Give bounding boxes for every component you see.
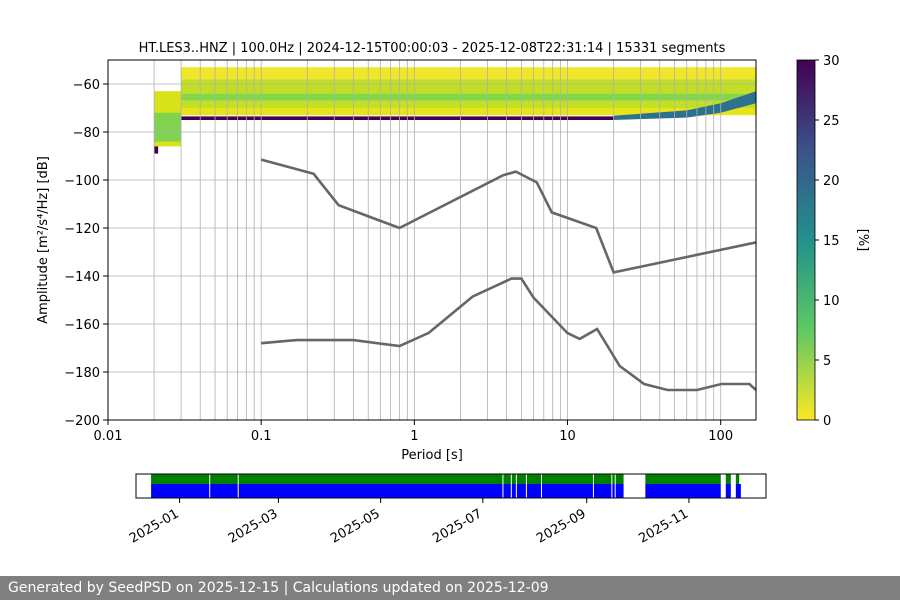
y-tick-label: −100 — [64, 174, 100, 189]
psd-heatmap — [154, 67, 757, 154]
x-axis: 0.01 0.1 1 10 100 — [94, 420, 733, 444]
y-axis-label: Amplitude [m²/s⁴/Hz] [dB] — [36, 156, 51, 324]
y-axis: −200 −180 −160 −140 −120 −100 −80 −60 — [64, 78, 108, 429]
plot-frame — [107, 59, 757, 421]
availability-green-segment — [645, 474, 721, 484]
x-tick-label: 0.1 — [251, 429, 272, 444]
availability-green-segment — [735, 474, 740, 484]
x-axis-label: Period [s] — [401, 448, 463, 463]
availability-green-segment — [151, 474, 624, 484]
noise-models — [260, 158, 756, 392]
availability-tick-label: 2025-09 — [534, 506, 589, 546]
psd-band-3 — [181, 100, 757, 108]
y-tick-label: −60 — [73, 78, 100, 93]
grid — [107, 60, 756, 421]
availability-tick-label: 2025-03 — [226, 506, 281, 546]
availability-blue-segment — [725, 484, 731, 498]
availability-blue-segment — [151, 484, 624, 498]
availability-x-axis: 2025-01 2025-03 2025-05 2025-07 2025-09 2025-… — [127, 498, 691, 547]
y-tick-label: −80 — [73, 126, 100, 141]
colorbar-label: [%] — [855, 229, 870, 252]
psd-low-edge — [154, 146, 159, 154]
psd-band-1 — [181, 79, 757, 94]
colorbar-tick-label: 30 — [823, 54, 840, 69]
y-tick-label: −180 — [64, 366, 100, 381]
colorbar-ticks: 0 5 10 15 20 25 30 — [815, 54, 840, 429]
availability-frame — [135, 473, 767, 499]
noise-model-low — [261, 277, 756, 392]
availability-tick-label: 2025-07 — [430, 506, 485, 546]
colorbar — [796, 59, 816, 421]
psd-band-4 — [181, 108, 757, 116]
availability-blue-segment — [645, 484, 721, 498]
colorbar-tick-label: 10 — [823, 294, 840, 309]
availability-green-segment — [725, 474, 731, 484]
x-tick-label: 100 — [708, 429, 733, 444]
x-tick-label: 1 — [410, 429, 418, 444]
x-tick-label: 0.01 — [94, 429, 123, 444]
colorbar-tick-label: 20 — [823, 174, 840, 189]
psd-band-0 — [181, 67, 757, 80]
availability-strip — [151, 474, 741, 498]
y-tick-label: −120 — [64, 222, 100, 237]
colorbar-tick-label: 25 — [823, 114, 840, 129]
y-tick-label: −140 — [64, 270, 100, 285]
psd-band-low-period-core — [154, 112, 182, 142]
psd-floor-line — [181, 116, 614, 120]
availability-tick-label: 2025-05 — [328, 506, 383, 546]
noise-model-high — [260, 158, 756, 274]
availability-tick-label: 2025-11 — [636, 506, 691, 546]
chart-title: HT.LES3..HNZ | 100.0Hz | 2024-12-15T00:0… — [139, 41, 726, 56]
y-tick-label: −160 — [64, 318, 100, 333]
x-tick-label: 10 — [559, 429, 576, 444]
availability-tick-label: 2025-01 — [127, 506, 182, 546]
y-tick-label: −200 — [64, 414, 100, 429]
colorbar-tick-label: 15 — [823, 234, 840, 249]
psd-band-2 — [181, 93, 757, 101]
colorbar-tick-label: 0 — [823, 414, 831, 429]
footer: Generated by SeedPSD on 2025-12-15 | Cal… — [0, 576, 900, 600]
availability-blue-segment — [735, 484, 741, 498]
colorbar-tick-label: 5 — [823, 354, 831, 369]
